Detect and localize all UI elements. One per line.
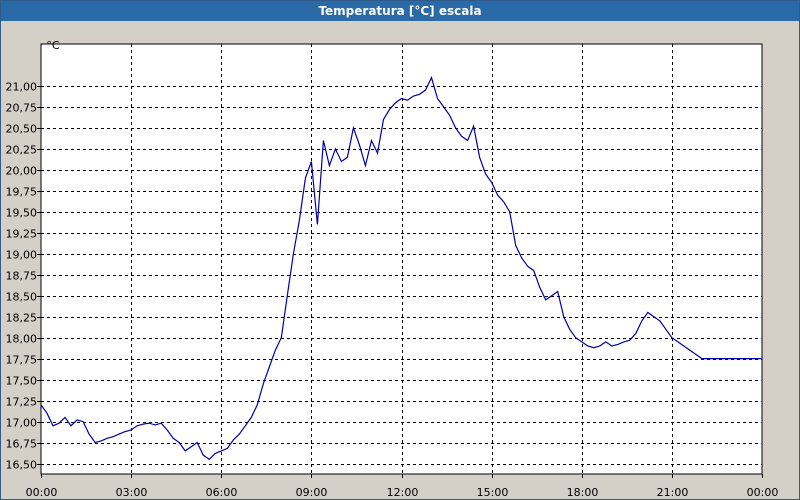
- temperature-chart: 16,50 16,75 17,00 17,25 17,50 17,75 18,00 18,25…: [6, 39, 779, 499]
- x-tick-time-label: 15:00: [477, 486, 509, 499]
- y-tick-label: 17,25: [6, 396, 38, 409]
- y-tick-label: 17,50: [6, 375, 38, 388]
- y-tick-label: 16,75: [6, 438, 38, 451]
- y-tick-label: 19,75: [6, 186, 38, 199]
- plot-area: [40, 43, 763, 475]
- x-tick-time-label: 03:00: [116, 486, 148, 499]
- x-tick-time-label: 09:00: [296, 486, 328, 499]
- x-axis: 00:0030/08/2503:0030/08/2506:0030/08/250…: [26, 474, 779, 499]
- x-tick-time-label: 00:00: [26, 486, 58, 499]
- y-tick-label: 18,25: [6, 312, 38, 325]
- y-tick-label: 18,50: [6, 291, 38, 304]
- y-tick-label: 20,25: [6, 144, 38, 157]
- y-tick-label: 20,00: [6, 165, 38, 178]
- y-tick-label: 20,75: [6, 102, 38, 115]
- y-axis-unit-label: °C: [46, 39, 60, 52]
- x-tick-time-label: 00:00: [747, 486, 779, 499]
- temperature-series-line: [40, 75, 762, 461]
- x-tick-time-label: 21:00: [657, 486, 689, 499]
- y-tick-label: 19,00: [6, 249, 38, 262]
- y-tick-label: 18,00: [6, 333, 38, 346]
- y-tick-label: 19,25: [6, 228, 38, 241]
- y-tick-label: 16,50: [6, 459, 38, 472]
- grid-lines: [41, 44, 762, 474]
- window-title: Temperatura [°C] escala: [1, 1, 799, 21]
- y-axis: 16,50 16,75 17,00 17,25 17,50 17,75 18,00 18,25…: [6, 81, 41, 472]
- y-tick-label: 19,50: [6, 207, 38, 220]
- y-tick-label: 17,00: [6, 417, 38, 430]
- y-tick-label: 21,00: [6, 81, 38, 94]
- x-tick-time-label: 12:00: [387, 486, 419, 499]
- y-tick-label: 20,50: [6, 123, 38, 136]
- y-tick-label: 18,75: [6, 270, 38, 283]
- x-tick-time-label: 18:00: [567, 486, 599, 499]
- x-tick-time-label: 06:00: [206, 486, 238, 499]
- y-tick-label: 17,75: [6, 354, 38, 367]
